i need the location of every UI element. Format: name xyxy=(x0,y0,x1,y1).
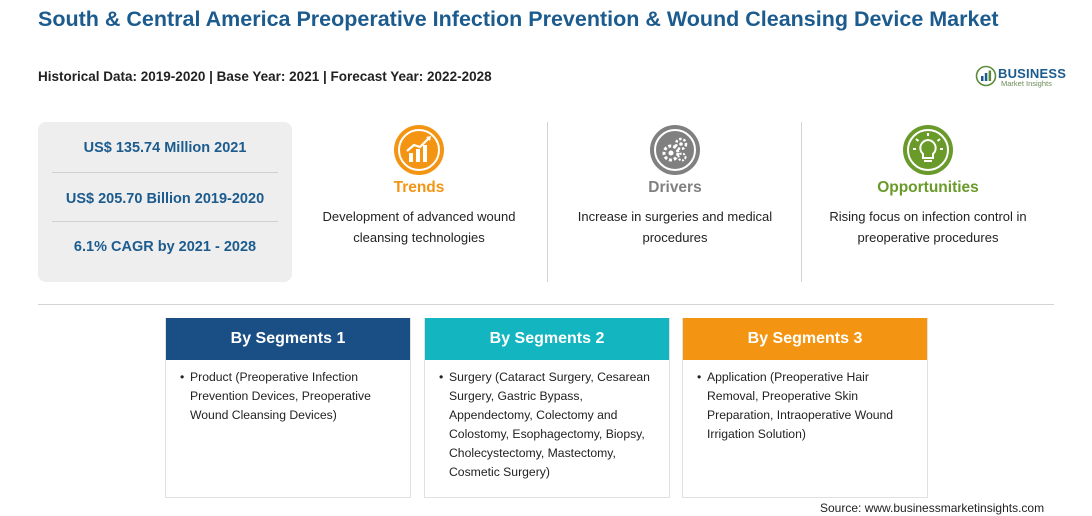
trends-title: Trends xyxy=(393,179,445,196)
segment-2-text: Surgery (Cataract Surgery, Cesarean Surg… xyxy=(449,370,650,479)
stat-historical-value: US$ 205.70 Billion 2019-2020 xyxy=(65,191,265,207)
business-market-insights-logo: BUSINESS Market Insights xyxy=(975,64,1067,92)
opportunities-column: Opportunities Rising focus on infection … xyxy=(803,123,1053,283)
gears-icon xyxy=(650,125,700,175)
stat-market-size-2021: US$ 135.74 Million 2021 xyxy=(83,140,247,156)
stat-divider xyxy=(52,221,278,222)
segment-card-3: By Segments 3 • Application (Preoperativ… xyxy=(682,318,928,498)
drivers-text: Increase in surgeries and medical proced… xyxy=(577,209,773,245)
segment-1-text: Product (Preoperative Infection Preventi… xyxy=(190,370,371,422)
opportunities-text: Rising focus on infection control in pre… xyxy=(829,209,1027,245)
logo-icon xyxy=(975,65,997,87)
logo-subtext: Market Insights xyxy=(1001,79,1052,88)
logo-word: BUSINESS xyxy=(998,66,1067,81)
source-note: Source: www.businessmarketinsights.com xyxy=(820,501,1045,515)
stats-panel: US$ 135.74 Million 2021 US$ 205.70 Billi… xyxy=(38,122,292,282)
bullet-icon: • xyxy=(439,370,444,384)
segment-2-title: By Segments 2 xyxy=(425,318,669,360)
bullet-icon: • xyxy=(180,370,185,384)
lightbulb-icon xyxy=(903,125,953,175)
segment-3-title: By Segments 3 xyxy=(683,318,927,360)
page-title: South & Central America Preoperative Inf… xyxy=(38,7,999,31)
segment-1-body: • Product (Preoperative Infection Preven… xyxy=(166,360,410,425)
segment-1-title: By Segments 1 xyxy=(166,318,410,360)
bullet-icon: • xyxy=(697,370,702,384)
trends-column: Trends Development of advanced wound cle… xyxy=(294,123,544,283)
segment-card-1: By Segments 1 • Product (Preoperative In… xyxy=(165,318,411,498)
stat-divider xyxy=(52,172,278,173)
stat-cagr: 6.1% CAGR by 2021 - 2028 xyxy=(73,239,257,255)
trends-text: Development of advanced wound cleansing … xyxy=(322,209,516,245)
drivers-column: Drivers Increase in surgeries and medica… xyxy=(550,123,800,283)
column-divider xyxy=(547,122,548,282)
column-divider xyxy=(801,122,802,282)
opportunities-title: Opportunities xyxy=(877,179,979,196)
segment-3-body: • Application (Preoperative Hair Removal… xyxy=(683,360,927,444)
chart-up-icon xyxy=(394,125,444,175)
drivers-title: Drivers xyxy=(648,179,702,196)
page-subtitle: Historical Data: 2019-2020 | Base Year: … xyxy=(38,69,492,84)
segment-2-body: • Surgery (Cataract Surgery, Cesarean Su… xyxy=(425,360,669,482)
segment-3-text: Application (Preoperative Hair Removal, … xyxy=(707,370,894,441)
segment-card-2: By Segments 2 • Surgery (Cataract Surger… xyxy=(424,318,670,498)
section-divider xyxy=(38,304,1054,305)
